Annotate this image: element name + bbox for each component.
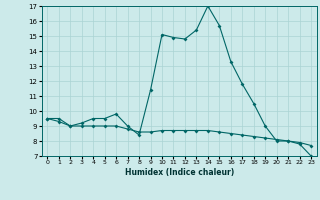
X-axis label: Humidex (Indice chaleur): Humidex (Indice chaleur) [124, 168, 234, 177]
